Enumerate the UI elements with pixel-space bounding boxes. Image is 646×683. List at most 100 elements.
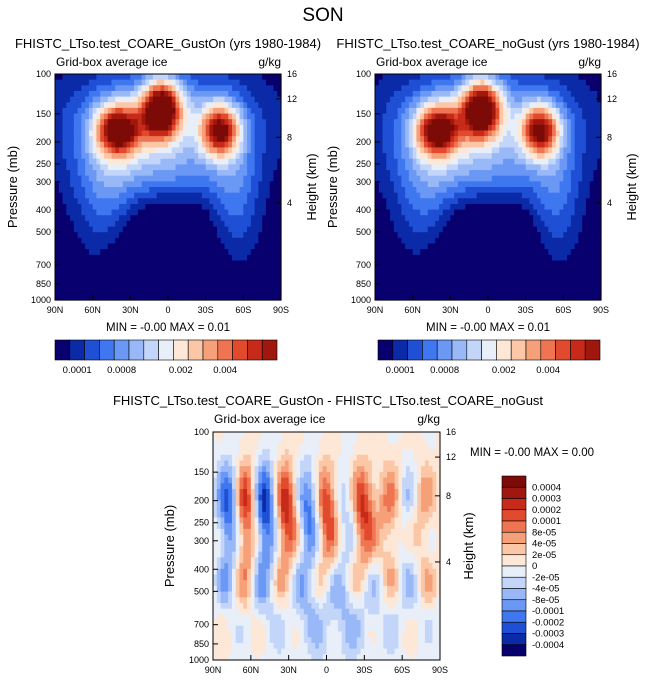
heatmap-cell — [375, 209, 380, 216]
heatmap-cell — [213, 175, 218, 182]
heatmap-cell — [375, 79, 380, 86]
heatmap-cell — [137, 215, 143, 222]
heatmap-cell — [375, 96, 380, 103]
heatmap-cell — [269, 107, 275, 115]
heatmap-cell — [405, 181, 410, 188]
heatmap-cell — [386, 175, 391, 182]
heatmap-cell — [126, 243, 131, 250]
heatmap-cell — [194, 181, 199, 188]
heatmap-cell — [103, 215, 109, 222]
heatmap-cell — [529, 96, 534, 103]
heatmap-cell — [220, 294, 226, 301]
heatmap-cell — [582, 198, 587, 205]
heatmap-cell — [480, 153, 485, 160]
heatmap-cell — [119, 237, 124, 245]
heatmap-cell — [563, 130, 568, 137]
heatmap-cell — [111, 107, 116, 115]
heatmap-cell — [205, 226, 211, 233]
heatmap-cell — [228, 232, 233, 239]
heatmap-cell — [405, 266, 410, 273]
heatmap-cell — [209, 187, 214, 194]
heatmap-cell — [77, 90, 82, 98]
heatmap-cell — [239, 187, 244, 194]
heatmap-cell — [149, 153, 154, 160]
heatmap-cell — [423, 237, 429, 245]
heatmap-cell — [92, 215, 98, 222]
heatmap-cell — [585, 209, 591, 216]
heatmap-cell — [77, 102, 82, 109]
heatmap-cell — [122, 74, 128, 81]
heatmap-cell — [171, 85, 177, 92]
heatmap-cell — [461, 254, 466, 262]
heatmap-cell — [544, 243, 549, 250]
heatmap-cell — [427, 124, 433, 132]
heatmap-cell — [427, 192, 433, 199]
heatmap-cell — [427, 113, 433, 120]
heatmap-cell — [160, 198, 165, 205]
heatmap-cell — [461, 288, 466, 295]
heatmap-cell — [156, 96, 162, 103]
heatmap-cell — [164, 209, 169, 216]
heatmap-cell — [258, 232, 263, 239]
heatmap-cell — [536, 124, 542, 132]
heatmap-cell — [115, 79, 120, 86]
heatmap-cell — [164, 198, 169, 205]
heatmap-cell — [126, 198, 131, 205]
heatmap-cell — [228, 288, 233, 295]
heatmap-cell — [239, 215, 244, 222]
heatmap-cell — [420, 79, 425, 86]
heatmap-cell — [536, 85, 542, 92]
heatmap-cell — [134, 147, 139, 154]
heatmap-cell — [457, 158, 463, 165]
heatmap-cell — [567, 141, 572, 149]
heatmap-cell — [265, 158, 271, 165]
heatmap-cell — [506, 249, 512, 256]
heatmap-cell — [183, 107, 188, 115]
heatmap-cell — [156, 119, 162, 126]
heatmap-cell — [145, 141, 150, 149]
heatmap-cell — [190, 147, 195, 154]
heatmap-cell — [465, 283, 470, 290]
heatmap-cell — [589, 203, 595, 211]
heatmap-cell — [435, 203, 440, 211]
heatmap-cell — [70, 79, 75, 86]
heatmap-cell — [506, 85, 512, 92]
heatmap-cell — [405, 113, 410, 120]
heatmap-cell — [96, 136, 101, 143]
heatmap-cell — [55, 90, 60, 98]
heatmap-cell — [480, 113, 485, 120]
heatmap-cell — [103, 232, 109, 239]
heatmap-cell — [393, 102, 399, 109]
heatmap-cell — [446, 124, 451, 132]
heatmap-cell — [427, 226, 433, 233]
heatmap-cell — [92, 170, 98, 177]
heatmap-cell — [574, 288, 579, 295]
heatmap-cell — [555, 232, 561, 239]
heatmap-cell — [213, 266, 218, 273]
heatmap-cell — [431, 74, 436, 81]
heatmap-cell — [469, 249, 474, 256]
heatmap-cell — [518, 175, 523, 182]
heatmap-cell — [269, 153, 275, 160]
heatmap-cell — [156, 147, 162, 154]
heatmap-cell — [488, 260, 493, 267]
heatmap-cell — [480, 124, 485, 132]
heatmap-cell — [518, 192, 523, 199]
heatmap-cell — [597, 113, 602, 120]
heatmap-cell — [439, 215, 444, 222]
heatmap-cell — [427, 187, 433, 194]
heatmap-cell — [216, 181, 222, 188]
heatmap-cell — [130, 283, 135, 290]
heatmap-cell — [209, 254, 214, 262]
heatmap-cell — [216, 209, 222, 216]
heatmap-cell — [194, 79, 199, 86]
heatmap-cell — [88, 271, 94, 278]
heatmap-cell — [536, 192, 542, 199]
heatmap-cell — [393, 141, 399, 149]
heatmap-cell — [73, 90, 79, 98]
heatmap-cell — [597, 254, 602, 262]
heatmap-cell — [175, 181, 180, 188]
heatmap-cell — [175, 283, 180, 290]
heatmap-cell — [85, 119, 90, 126]
